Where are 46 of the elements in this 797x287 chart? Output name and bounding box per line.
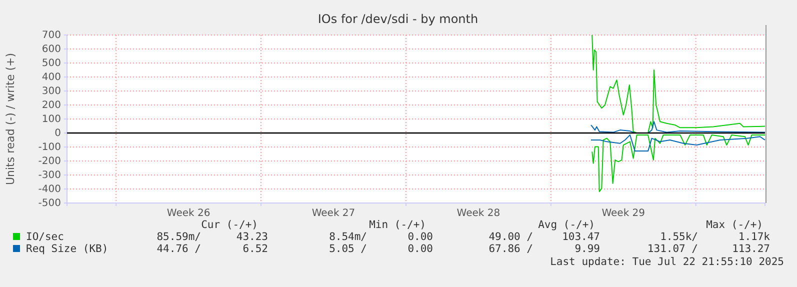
y-tick-label: 400 [42,72,61,84]
text: 67.86 / [488,243,533,255]
text: 6.52 [242,243,268,255]
y-tick-label: 100 [42,114,61,126]
text: 5.05 / [329,243,367,255]
y-tick-label: -300 [38,170,61,182]
y-tick-label: 200 [42,100,61,112]
y-tick-label: 0 [54,128,61,140]
x-tick-label: Week 29 [602,208,646,220]
line-series [590,121,766,134]
text: Min (-/+) [369,219,426,231]
text: 49.00 / [488,231,533,243]
text: 103.47 [562,231,600,243]
text: 113.27 [732,243,770,255]
text: 43.23 [236,231,268,243]
x-tick-label: Week 26 [166,208,210,220]
line-series [592,34,766,134]
text: Avg (-/+) [538,219,595,231]
text: 85.59m/ [156,231,201,243]
y-tick-label: -200 [38,156,61,168]
line-series [590,134,766,152]
y-tick-label: 500 [42,58,61,70]
y-tick-label: -100 [38,142,61,154]
text: 0.00 [408,231,433,243]
text: Cur (-/+) [201,219,258,231]
text: 8.54m/ [329,231,367,243]
y-tick-label: -500 [38,198,61,210]
y-axis-title: Units read (-) / write (+) [4,52,17,186]
y-tick-label: 300 [42,86,61,98]
y-tick-label: 700 [42,30,61,42]
text: Last update: Tue Jul 22 21:55:10 2025 [550,256,784,268]
y-tick-label: -400 [38,184,61,196]
legend-label: Req Size (KB) [26,243,108,255]
y-tick-label: 600 [42,44,61,56]
x-tick-label: Week 28 [456,208,500,220]
x-tick-label: Week 27 [312,208,356,220]
text: 131.07 / [647,243,698,255]
text: 9.99 [574,243,600,255]
line-series [592,134,766,192]
text: Max (-/+) [706,219,763,231]
chart-title: IOs for /dev/sdi - by month [318,12,478,26]
text: 1.17k [738,231,771,243]
legend-label: IO/sec [26,231,64,243]
text: 1.55k/ [660,231,698,243]
text: 0.00 [408,243,433,255]
text: 44.76 / [156,243,201,255]
